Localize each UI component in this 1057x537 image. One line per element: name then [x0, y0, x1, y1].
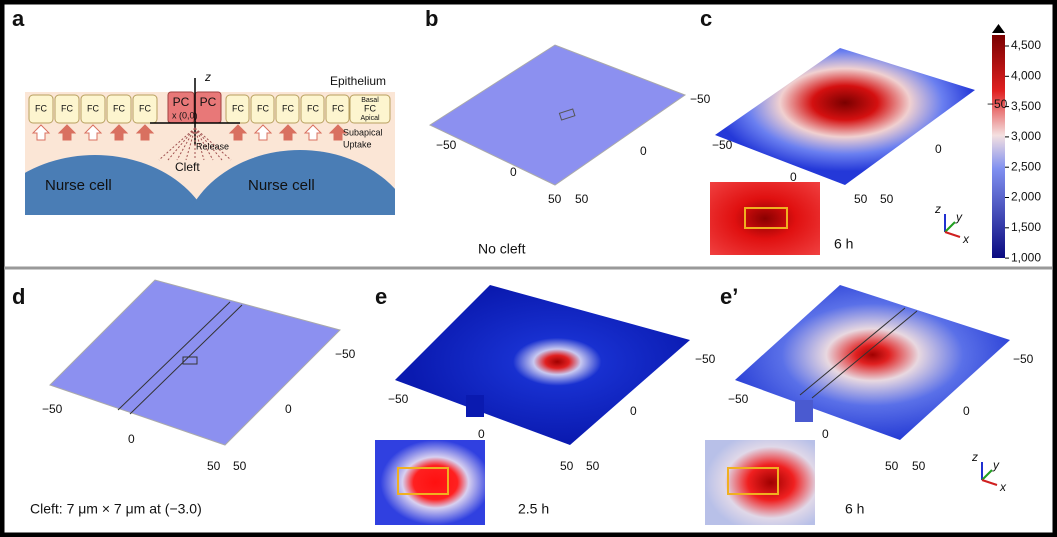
axis-y [945, 222, 955, 232]
colorbar-tick-label: 1,500 [1011, 220, 1041, 234]
axis-tick-label: −50 [695, 352, 716, 366]
origin-label: x (0,0) [172, 110, 198, 120]
colorbar-tick-label: 2,500 [1011, 159, 1041, 173]
key-apical: Apical [360, 115, 380, 122]
plane-c [715, 48, 975, 185]
axis-glyph-label: x [962, 232, 970, 246]
axis-tick-label: 50 [560, 459, 574, 473]
fc-label: FC [87, 103, 99, 113]
axis-y [982, 470, 992, 480]
plane-e [395, 285, 690, 445]
colorbar [992, 35, 1005, 258]
fc-label: FC [139, 103, 151, 113]
axis-tick-label: 0 [285, 402, 292, 416]
fc-label: FC [232, 103, 244, 113]
caption: Cleft: 7 μm × 7 μm at (−3.0) [30, 501, 202, 517]
axis-tick-label: −50 [1013, 352, 1034, 366]
axis-tick-label: 0 [963, 404, 970, 418]
pc-label: PC [173, 95, 190, 109]
panel-label: c [700, 6, 712, 31]
cleft-block [466, 395, 484, 417]
caption: 6 h [845, 501, 864, 517]
colorbar-tick-label: 4,500 [1011, 38, 1041, 52]
colorbar-tick-label: 2,000 [1011, 190, 1041, 204]
axis-tick-label: 0 [790, 170, 797, 184]
colorbar-tick-label: 4,000 [1011, 68, 1041, 82]
axis-x [982, 480, 997, 485]
axis-tick-label: 50 [880, 192, 894, 206]
plane-b [430, 45, 685, 185]
panel-label: d [12, 284, 25, 309]
z-label: z [204, 70, 211, 84]
axis-tick-label: −50 [728, 392, 749, 406]
axis-glyph-label: y [992, 458, 1000, 472]
fc-label: FC [307, 103, 319, 113]
axis-glyph-label: y [955, 210, 963, 224]
axis-tick-label: −50 [388, 392, 409, 406]
axis-tick-label: 50 [586, 459, 600, 473]
panel-label: e’ [720, 284, 738, 309]
panel-label: a [12, 6, 25, 31]
axis-glyph-label: z [934, 202, 941, 216]
inset-c [710, 182, 820, 255]
pc-label: PC [200, 95, 217, 109]
axis-tick-label: −50 [436, 138, 457, 152]
colorbar-arrow [992, 24, 1005, 33]
axis-tick-label: 50 [575, 192, 589, 206]
caption: 6 h [834, 236, 853, 252]
axis-tick-label: 0 [510, 165, 517, 179]
plane-d [50, 280, 340, 445]
subapical-label: Subapical [343, 127, 383, 137]
cleft-label: Cleft [175, 160, 200, 174]
axis-glyph-label: z [971, 450, 978, 464]
uptake-label: Uptake [343, 139, 372, 149]
axis-tick-label: 50 [548, 192, 562, 206]
colorbar-tick-label: 3,000 [1011, 129, 1041, 143]
fc-label: FC [257, 103, 269, 113]
inset-e2 [705, 440, 815, 525]
axis-tick-label: −50 [712, 138, 733, 152]
axis-tick-label: 50 [885, 459, 899, 473]
fc-label: FC [113, 103, 125, 113]
axis-tick-label: −50 [42, 402, 63, 416]
fc-label: FC [332, 103, 344, 113]
key-fc: FC [364, 103, 376, 113]
axis-tick-label: −50 [690, 92, 711, 106]
nurse-label: Nurse cell [248, 177, 315, 194]
axis-x [945, 232, 960, 237]
axis-tick-label: 50 [207, 459, 221, 473]
release-label: Release [196, 141, 229, 151]
figure: aEpitheliumFCFCFCFCFCFCFCFCFCFCPCPCBasal… [0, 0, 1057, 537]
axis-tick-label: 0 [630, 404, 637, 418]
caption: No cleft [478, 241, 526, 257]
epithelium-label: Epithelium [330, 74, 386, 88]
colorbar-tick-label: 3,500 [1011, 99, 1041, 113]
panel-label: e [375, 284, 387, 309]
axis-tick-label: 50 [854, 192, 868, 206]
colorbar-tick-label: 1,000 [1011, 250, 1041, 264]
fc-label: FC [282, 103, 294, 113]
axis-tick-label: 50 [233, 459, 247, 473]
axis-glyph-label: x [999, 480, 1007, 494]
panel-label: b [425, 6, 438, 31]
nurse-label: Nurse cell [45, 177, 112, 194]
axis-tick-label: 0 [640, 144, 647, 158]
axis-tick-label: −50 [987, 97, 1008, 111]
caption: 2.5 h [518, 501, 549, 517]
axis-tick-label: −50 [335, 347, 356, 361]
axis-tick-label: 50 [912, 459, 926, 473]
fc-label: FC [35, 103, 47, 113]
fc-label: FC [61, 103, 73, 113]
axis-tick-label: 0 [935, 142, 942, 156]
cleft-block [795, 400, 813, 422]
axis-tick-label: 0 [128, 432, 135, 446]
axis-tick-label: 0 [478, 427, 485, 441]
inset-e [375, 440, 485, 525]
axis-tick-label: 0 [822, 427, 829, 441]
